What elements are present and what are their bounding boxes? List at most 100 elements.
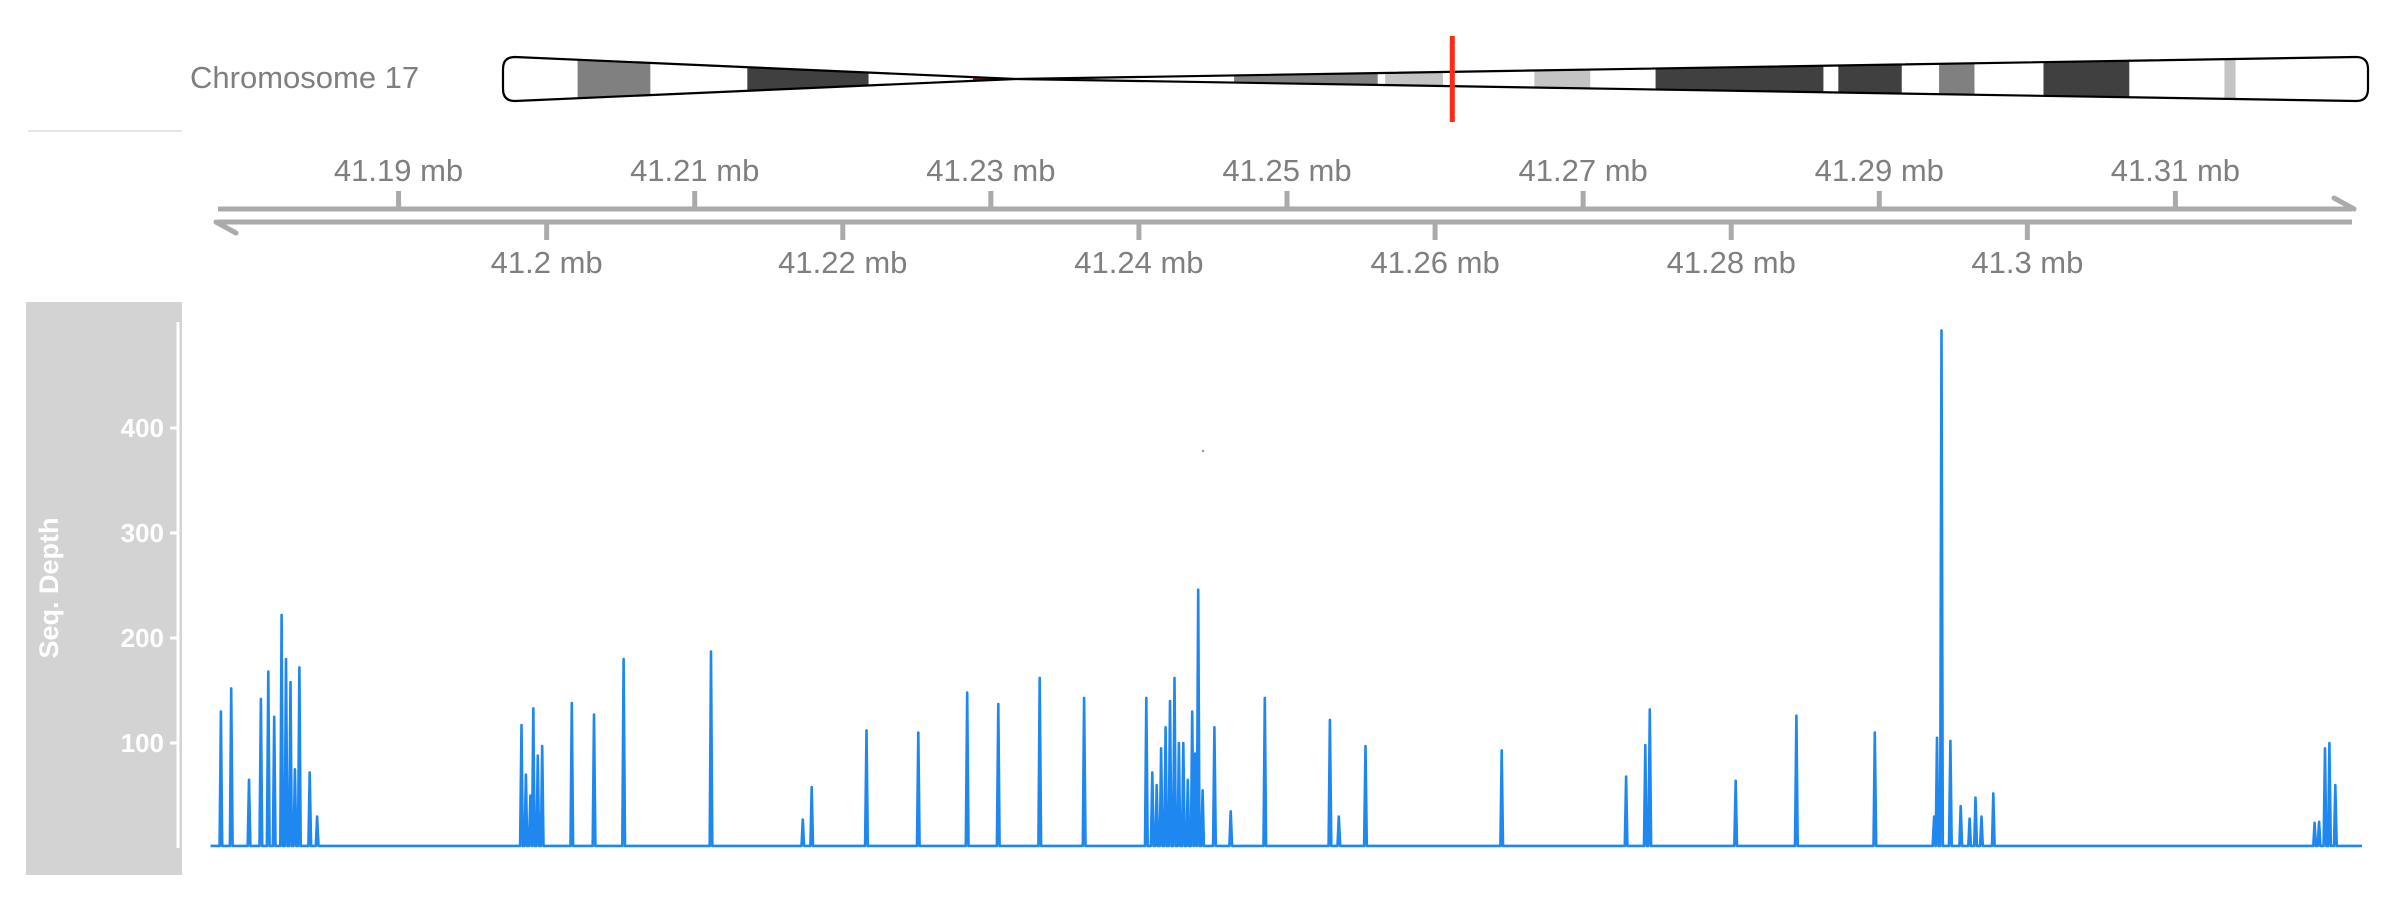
depth-peak-point (230, 687, 232, 689)
chromosome-band (1234, 57, 1378, 101)
depth-peak-point (1329, 719, 1331, 721)
depth-peak-point (1649, 708, 1651, 710)
depth-peak-point (294, 768, 296, 770)
chromosome-band (972, 57, 994, 101)
chromosome-label: Chromosome 17 (190, 60, 419, 95)
depth-peak-point (220, 711, 222, 713)
depth-peak-point (273, 716, 275, 718)
depth-peak-point (1364, 745, 1366, 747)
depth-peak-point (260, 698, 262, 700)
depth-peak-point (710, 651, 712, 653)
chromosome-band (2043, 57, 2130, 101)
depth-peak-point (1735, 780, 1737, 782)
depth-peak-point (532, 707, 534, 709)
depth-peak-point (1083, 697, 1085, 699)
depth-peak-point (1187, 779, 1189, 781)
depth-peak-point (1644, 744, 1646, 746)
depth-peak-point (2328, 742, 2330, 744)
depth-peak-point (623, 658, 625, 660)
depth-peak-point (529, 795, 531, 797)
depth-peak-point (865, 729, 867, 731)
depth-peak-point (1160, 747, 1162, 749)
depth-peak-point (1230, 810, 1232, 812)
axis-tick-label-upper: 41.19 mb (334, 153, 463, 188)
chromosome-outline (501, 55, 2370, 103)
depth-peak-point (309, 771, 311, 773)
depth-peak-point (1933, 816, 1935, 818)
axis-tick-label-upper: 41.21 mb (630, 153, 759, 188)
depth-peak-point (1338, 816, 1340, 818)
depth-peak-point (1173, 677, 1175, 679)
depth-peak-point (520, 724, 522, 726)
depth-peak-point (1202, 789, 1204, 791)
depth-peak-point (1194, 753, 1196, 755)
stray-dot (1201, 449, 1205, 453)
y-axis-ticks: 100 200 300 400 (121, 413, 178, 758)
depth-peak-point (1165, 726, 1167, 728)
chromosome-ideogram: Chromosome 17 (190, 36, 2370, 122)
depth-peak-point (1940, 329, 1942, 331)
depth-peak-point (1980, 816, 1982, 818)
depth-peak-point (1213, 726, 1215, 728)
depth-peak-point (917, 732, 919, 734)
depth-peak-point (537, 755, 539, 757)
chromosome-band (1385, 57, 1443, 101)
chromosome-band (2224, 57, 2236, 101)
depth-peak-point (1197, 589, 1199, 591)
depth-peak-point (1969, 818, 1971, 820)
depth-peak-point (1151, 771, 1153, 773)
depth-peak-point (267, 671, 269, 673)
depth-peak-point (1992, 792, 1994, 794)
axis-tick-label-upper: 41.23 mb (926, 153, 1055, 188)
depth-peak-point (1936, 737, 1938, 739)
depth-peak-point (1191, 711, 1193, 713)
depth-peak-point (1039, 677, 1041, 679)
depth-peak-point (248, 779, 250, 781)
axis-tick-label-upper: 41.29 mb (1815, 153, 1944, 188)
seq-depth-line (210, 329, 2362, 848)
axis-tick-label-lower: 41.28 mb (1667, 245, 1796, 280)
depth-peak-point (316, 816, 318, 818)
axis-arrow-left (213, 219, 239, 236)
axis-tick-label-lower: 41.26 mb (1370, 245, 1499, 280)
chromosome-band (1534, 57, 1591, 101)
depth-peak-point (541, 745, 543, 747)
depth-peak-point (1949, 740, 1951, 742)
chromosome-band (747, 57, 869, 101)
track-title-panel (26, 302, 182, 875)
y-axis-tick-label: 200 (121, 623, 164, 653)
axis-tick-label-lower: 41.24 mb (1074, 245, 1203, 280)
depth-peak-point (285, 658, 287, 660)
axis-tick-label-lower: 41.22 mb (778, 245, 907, 280)
depth-peak-point (802, 819, 804, 821)
depth-peak-point (2314, 822, 2316, 824)
track-title-label: Seq. Depth (34, 517, 64, 658)
depth-peak-point (1874, 732, 1876, 734)
depth-peak-point (281, 614, 283, 616)
chromosome-band (1655, 57, 1824, 101)
depth-peak-point (1178, 742, 1180, 744)
axis-tick-label-upper: 41.27 mb (1519, 153, 1648, 188)
depth-peak-point (593, 714, 595, 716)
axis-arrow-right (2331, 195, 2357, 212)
depth-peak-point (1182, 742, 1184, 744)
depth-peak-point (2334, 784, 2336, 786)
depth-peak-point (571, 702, 573, 704)
depth-peak-point (1975, 797, 1977, 799)
axis-tick-label-upper: 41.25 mb (1222, 153, 1351, 188)
depth-peak-point (811, 786, 813, 788)
depth-peak-point (1960, 805, 1962, 807)
depth-peak-point (1625, 776, 1627, 778)
depth-peak-point (997, 703, 999, 705)
depth-peak-point (289, 681, 291, 683)
depth-peaks (220, 329, 2336, 823)
axis-tick-label-lower: 41.3 mb (1971, 245, 2083, 280)
depth-peak-point (1169, 700, 1171, 702)
depth-peak-point (1264, 697, 1266, 699)
region-highlight-marker (1449, 36, 1455, 122)
seq-depth-track: Seq. Depth 100 200 300 400 (26, 302, 2362, 875)
axis-tick-label-lower: 41.2 mb (491, 245, 603, 280)
chromosome-band (577, 57, 651, 101)
depth-peak-point (1501, 749, 1503, 751)
